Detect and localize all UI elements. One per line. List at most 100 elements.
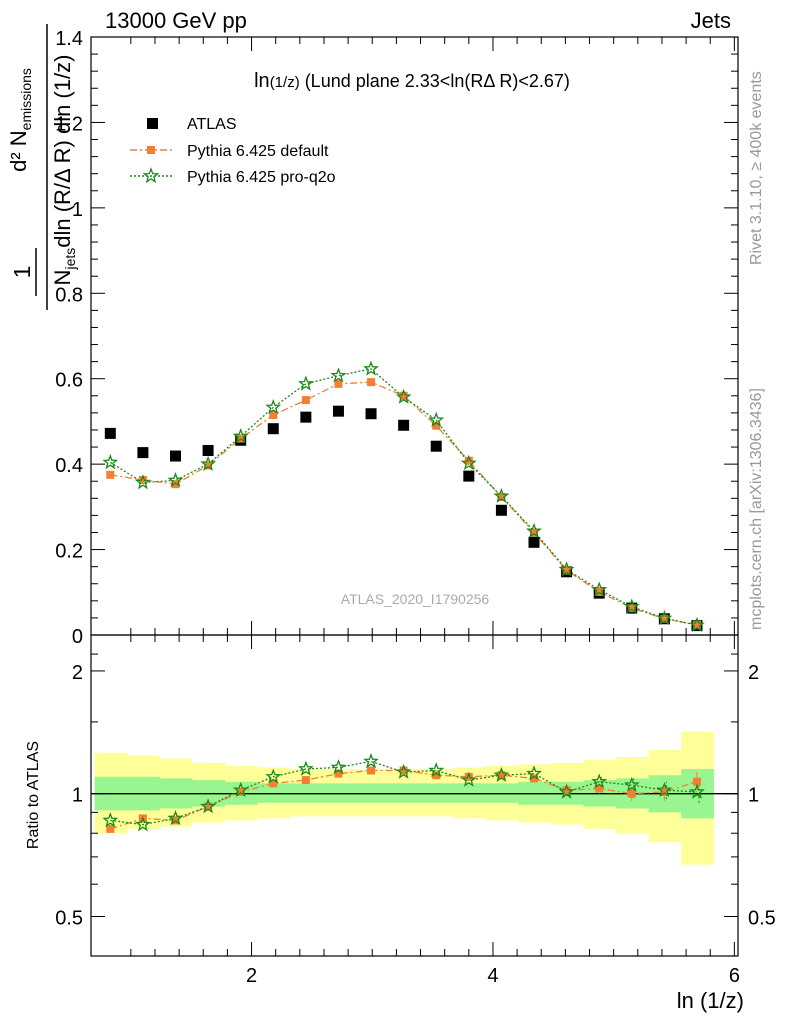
- default-point: [367, 378, 376, 387]
- ratio-point-proq2o: [200, 798, 217, 814]
- proq2o-point: [363, 360, 379, 376]
- proq2o-point: [623, 598, 640, 614]
- legend-label-proq2o: Pythia 6.425 pro-q2o: [187, 169, 336, 186]
- ratio-point-proq2o: [363, 753, 379, 769]
- y-label-numerator: d² Nemissions: [6, 68, 34, 172]
- ratio-point-default: [497, 771, 506, 780]
- proq2o-point: [134, 474, 151, 490]
- default-point: [530, 528, 539, 537]
- main-y-tick-label: 0: [72, 626, 83, 648]
- ratio-point-default: [562, 786, 571, 795]
- default-point: [301, 396, 310, 405]
- ratio-point-proq2o: [265, 768, 282, 784]
- series-line-proq2o: [109, 368, 698, 626]
- ratio-point-proq2o: [167, 810, 184, 826]
- atlas-point: [202, 444, 214, 456]
- default-point: [106, 470, 115, 479]
- ratio-y-tick-label: 2: [72, 662, 83, 684]
- default-point: [171, 480, 180, 489]
- default-point: [269, 411, 278, 420]
- ratio-y-tick-label: 0.5: [55, 907, 83, 929]
- proq2o-point: [689, 616, 705, 632]
- ratio-point-default: [692, 777, 701, 786]
- ratio-point-default: [236, 787, 245, 796]
- proq2o-point: [265, 398, 282, 415]
- atlas-point: [169, 450, 181, 462]
- header-right: Jets: [691, 8, 731, 33]
- proq2o-point: [460, 454, 477, 470]
- main-y-tick-label: 0.2: [55, 541, 83, 563]
- y-label-one: 1: [9, 266, 35, 279]
- ratio-panel: 0.5 0.5 1 1 2 2 2 4 6: [55, 634, 776, 987]
- ratio-point-default: [530, 774, 539, 783]
- proq2o-point: [330, 367, 347, 383]
- main-y-tick-label: 1.2: [55, 113, 83, 135]
- main-y-tick-label: 1.4: [55, 28, 83, 50]
- default-point: [692, 620, 701, 629]
- ratio-y-tick-label-right: 2: [748, 662, 759, 684]
- default-point: [627, 604, 636, 613]
- legend: ATLAS Pythia 6.425 default Pythia 6.425 …: [130, 116, 336, 186]
- atlas-point: [300, 411, 312, 423]
- proq2o-point: [167, 472, 184, 488]
- proq2o-point: [297, 375, 314, 391]
- ratio-point-proq2o: [395, 763, 412, 779]
- proq2o-point: [656, 609, 673, 626]
- ratio-point-default: [367, 766, 376, 775]
- main-y-tick-label: 0.8: [55, 284, 83, 306]
- legend-marker-proq2o: [142, 167, 160, 184]
- ratio-point-proq2o: [232, 781, 249, 798]
- proq2o-point: [428, 411, 445, 427]
- ratio-point-proq2o: [428, 762, 445, 778]
- ratio-point-default: [627, 789, 636, 798]
- atlas-point: [430, 440, 442, 452]
- chart-title-rest: (Lund plane 2.33<ln(RΔ R)<2.67): [300, 71, 570, 91]
- main-y-tick-label: 0.4: [55, 455, 83, 477]
- proq2o-point: [493, 487, 510, 503]
- ratio-point-default: [334, 769, 343, 778]
- ratio-point-default: [106, 824, 115, 833]
- ratio-point-proq2o: [330, 759, 347, 775]
- ratio-point-proq2o: [134, 816, 151, 832]
- default-point: [399, 391, 408, 400]
- chart-title-main: ln: [254, 70, 270, 92]
- main-y-tick-label: 1: [72, 199, 83, 221]
- ratio-point-default: [204, 802, 213, 811]
- proq2o-point: [395, 388, 412, 404]
- atlas-point: [398, 419, 410, 431]
- legend-marker-atlas: [147, 118, 158, 129]
- ratio-point-default: [269, 779, 278, 788]
- proq2o-point: [558, 561, 575, 577]
- default-point: [334, 379, 343, 388]
- y-axis-label-top: 1 d² Nemissions Njetsdln (R/Δ R) dln (1/…: [6, 24, 78, 310]
- atlas-point: [104, 427, 116, 439]
- atlas-point: [365, 408, 377, 420]
- default-point: [464, 456, 473, 465]
- ratio-point-proq2o: [558, 783, 575, 799]
- proq2o-point: [526, 522, 542, 539]
- ratio-plot-frame: [90, 634, 739, 957]
- atlas-point: [495, 504, 507, 516]
- x-axis-label: ln (1/z): [677, 988, 744, 1013]
- proq2o-point: [200, 455, 217, 471]
- ratio-point-proq2o: [526, 765, 542, 781]
- x-tick-label: 2: [246, 965, 257, 987]
- proq2o-point: [102, 454, 119, 470]
- watermark: ATLAS_2020_I1790256: [341, 591, 490, 607]
- ratio-point-default: [301, 776, 310, 785]
- ratio-point-proq2o: [493, 766, 510, 782]
- y-label-denominator: Njetsdln (R/Δ R) dln (1/z): [50, 55, 78, 286]
- ratio-y-tick-label-right: 1: [748, 785, 759, 807]
- legend-label-atlas: ATLAS: [187, 116, 237, 133]
- legend-marker-default: [147, 146, 155, 154]
- ratio-point-default: [595, 784, 604, 793]
- rivet-label: Rivet 3.1.10, ≥ 400k events: [748, 71, 765, 265]
- atlas-point: [332, 405, 344, 417]
- ratio-point-default: [660, 787, 669, 796]
- default-point: [138, 475, 147, 484]
- atlas-point: [463, 470, 475, 482]
- ratio-y-tick-label-right: 0.5: [748, 907, 776, 929]
- default-point: [562, 566, 571, 575]
- default-point: [204, 461, 213, 470]
